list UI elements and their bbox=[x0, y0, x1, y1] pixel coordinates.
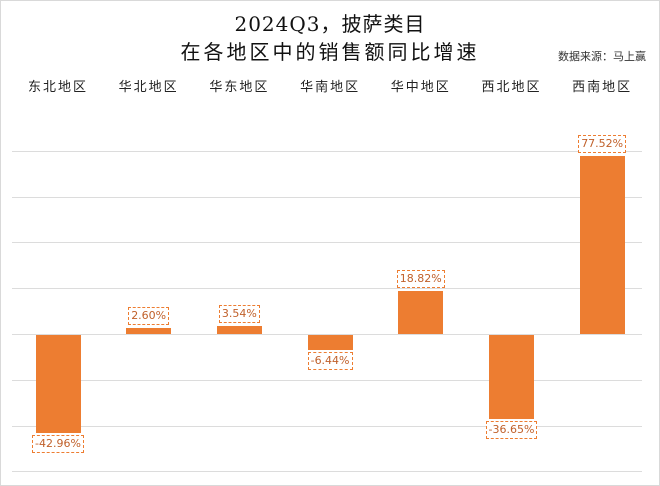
data-label: -6.44% bbox=[307, 351, 353, 370]
gridline bbox=[12, 242, 642, 243]
bar bbox=[126, 328, 172, 334]
bar bbox=[398, 290, 444, 334]
gridline bbox=[12, 426, 642, 427]
gridline bbox=[12, 288, 642, 289]
data-label: 18.82% bbox=[396, 269, 445, 288]
chart-title-line2: 在各地区中的销售额同比增速 bbox=[180, 40, 480, 64]
data-label: -36.65% bbox=[485, 420, 538, 439]
gridline bbox=[12, 471, 642, 472]
category-label: 西北地区 bbox=[481, 80, 542, 95]
category-label: 华东地区 bbox=[209, 80, 270, 95]
gridline bbox=[12, 151, 642, 152]
data-label: -42.96% bbox=[32, 435, 84, 454]
gridline bbox=[12, 197, 642, 198]
data-label: 3.54% bbox=[218, 304, 260, 323]
bar bbox=[307, 335, 353, 350]
data-source-note: 数据来源：马上赢 bbox=[558, 50, 646, 63]
category-label: 西南地区 bbox=[572, 80, 633, 95]
bar bbox=[489, 335, 534, 419]
bar bbox=[579, 156, 625, 334]
category-label: 华北地区 bbox=[118, 80, 179, 95]
data-label: 2.60% bbox=[128, 307, 170, 326]
zero-axis-line bbox=[12, 334, 642, 335]
chart-title-line1: 2024Q3，披萨类目 bbox=[234, 12, 426, 36]
category-label: 华南地区 bbox=[300, 80, 361, 95]
gridline bbox=[12, 380, 642, 381]
bar bbox=[216, 325, 262, 334]
category-label: 华中地区 bbox=[390, 80, 451, 95]
bar bbox=[35, 335, 81, 434]
data-label: 77.52% bbox=[578, 135, 627, 154]
category-label: 东北地区 bbox=[27, 80, 88, 95]
